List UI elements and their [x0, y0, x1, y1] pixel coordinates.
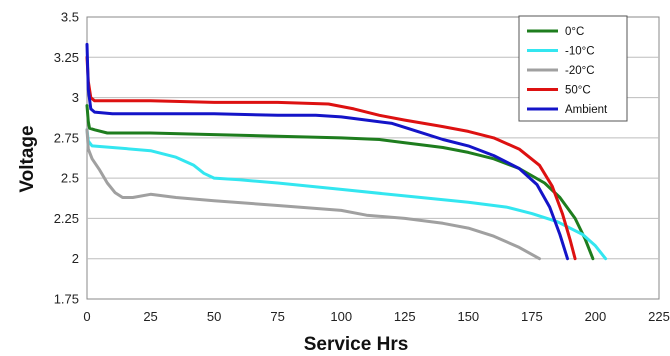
y-tick-label: 2: [72, 251, 79, 266]
y-tick-label: 2.5: [61, 171, 79, 186]
x-tick-label: 125: [394, 309, 416, 324]
series-line: [85, 104, 595, 261]
x-tick-label: 225: [648, 309, 670, 324]
x-tick-label: 0: [83, 309, 90, 324]
y-tick-label: 1.75: [54, 292, 79, 307]
y-tick-label: 2.25: [54, 211, 79, 226]
y-tick-label: 3.5: [61, 10, 79, 25]
x-tick-label: 150: [457, 309, 479, 324]
y-tick-label: 2.75: [54, 130, 79, 145]
x-tick-label: 100: [330, 309, 352, 324]
y-tick-label: 3: [72, 90, 79, 105]
x-tick-label: 50: [207, 309, 221, 324]
x-axis-title: Service Hrs: [304, 334, 409, 355]
series-line: [85, 55, 577, 261]
x-tick-label: 200: [585, 309, 607, 324]
series-line: [85, 128, 541, 261]
legend-label: -20°C: [565, 65, 595, 77]
x-axis-ticks: 0 25 50 75 100 125 150 175 200 225: [83, 309, 669, 324]
x-tick-label: 175: [521, 309, 543, 324]
series-lines: [85, 42, 608, 261]
legend-label: 0°C: [565, 26, 584, 38]
series-line: [85, 42, 569, 261]
x-tick-label: 25: [143, 309, 157, 324]
x-tick-label: 75: [270, 309, 284, 324]
legend-label: Ambient: [565, 104, 608, 116]
y-tick-label: 3.25: [54, 50, 79, 65]
legend-label: 50°C: [565, 85, 591, 97]
y-axis-title: Voltage: [17, 125, 38, 192]
legend: 0°C -10°C -20°C 50°C Ambient: [518, 15, 628, 122]
legend-label: -10°C: [565, 46, 595, 58]
y-axis-ticks: 1.75 2 2.25 2.5 2.75 3 3.25 3.5: [54, 10, 79, 307]
